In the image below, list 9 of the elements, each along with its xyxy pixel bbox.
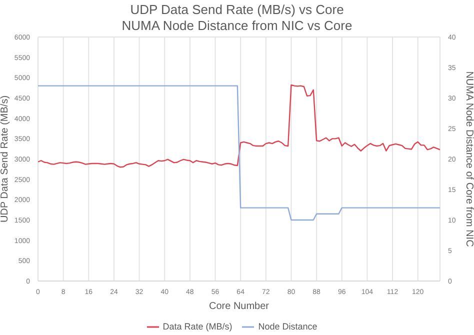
line-series — [38, 84, 440, 168]
line-series — [38, 85, 440, 221]
y-axis-title: UDP Data Send Rate (MB/s) — [0, 95, 11, 223]
legend-label: Node Distance — [258, 321, 318, 332]
x-axis-title: Core Number — [208, 301, 270, 312]
chart-title: UDP Data Send Rate (MB/s) vs Core — [129, 2, 345, 18]
chart-subtitle: NUMA Node Distance from NIC vs Core — [120, 18, 354, 34]
y2-axis-title: NUMA Node Distance of Core from NIC — [463, 71, 474, 247]
legend-label: Data Rate (MB/s) — [162, 321, 232, 332]
